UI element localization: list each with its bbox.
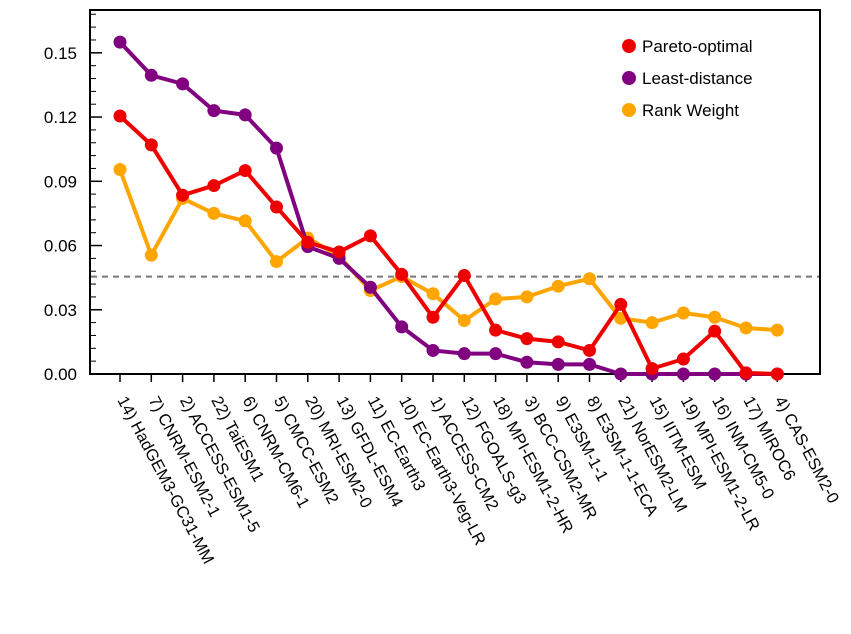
data-point: [332, 245, 346, 259]
data-point: [457, 313, 471, 327]
series-layer: [113, 35, 784, 381]
data-point: [144, 68, 158, 82]
data-point: [676, 367, 690, 381]
data-point: [395, 267, 409, 281]
data-point: [238, 214, 252, 228]
y-tick-label: 0.09: [44, 172, 77, 191]
data-point: [489, 292, 503, 306]
data-point: [645, 316, 659, 330]
data-point: [770, 367, 784, 381]
data-point: [363, 229, 377, 243]
data-point: [270, 255, 283, 269]
data-point: [739, 321, 753, 335]
series-line: [118, 168, 778, 333]
data-point: [238, 108, 252, 122]
data-point: [645, 362, 659, 376]
series-line: [118, 114, 778, 376]
data-point: [708, 310, 722, 324]
data-point: [426, 310, 440, 324]
series-pareto-optimal: [113, 109, 784, 381]
data-point: [551, 335, 565, 349]
data-point: [583, 343, 596, 357]
data-point: [144, 248, 158, 262]
legend-marker: [622, 39, 636, 53]
data-point: [583, 272, 596, 286]
data-point: [489, 323, 503, 337]
data-point: [207, 179, 221, 193]
data-point: [113, 163, 127, 177]
data-point: [113, 109, 127, 123]
series-least-distance: [113, 35, 784, 381]
data-point: [520, 355, 534, 369]
y-tick-label: 0.06: [44, 237, 77, 256]
legend-label: Least-distance: [642, 69, 753, 88]
data-point: [551, 279, 565, 293]
legend-label: Rank Weight: [642, 101, 739, 120]
legend-marker: [622, 103, 636, 117]
x-axis: 14) HadGEM3-GC31-MM7) CNRM-ESM2-12) ACCE…: [113, 374, 842, 567]
data-point: [426, 287, 440, 301]
data-point: [113, 35, 127, 49]
y-tick-label: 0.03: [44, 301, 77, 320]
series-line: [118, 40, 778, 376]
y-tick-label: 0.00: [44, 365, 77, 384]
data-point: [270, 200, 283, 214]
data-point: [207, 206, 221, 220]
y-axis: 0.00 0.03 0.06 0.09 0.12 0.15: [44, 13, 102, 384]
data-point: [770, 323, 784, 337]
data-point: [176, 77, 190, 91]
series-rank-weight: [113, 163, 784, 337]
data-point: [395, 320, 409, 334]
data-point: [708, 324, 722, 338]
legend-label: Pareto-optimal: [642, 37, 753, 56]
data-point: [270, 141, 283, 155]
legend-marker: [622, 71, 636, 85]
data-point: [457, 347, 471, 361]
data-point: [676, 352, 690, 366]
data-point: [614, 297, 628, 311]
data-point: [551, 357, 565, 371]
data-point: [708, 367, 722, 381]
data-point: [301, 235, 315, 249]
data-point: [363, 280, 377, 294]
y-tick-label: 0.12: [44, 108, 77, 127]
data-point: [739, 366, 753, 380]
data-point: [489, 347, 503, 361]
data-point: [520, 290, 534, 304]
data-point: [176, 188, 190, 202]
data-point: [583, 357, 596, 371]
data-point: [238, 164, 252, 178]
data-point: [520, 332, 534, 346]
data-point: [457, 269, 471, 283]
legend: Pareto-optimal Least-distance Rank Weight: [622, 37, 753, 120]
data-point: [426, 343, 440, 357]
data-point: [144, 138, 158, 152]
y-tick-label: 0.15: [44, 44, 77, 63]
data-point: [676, 306, 690, 320]
data-point: [207, 104, 221, 118]
plot-frame: [89, 9, 821, 375]
data-point: [614, 367, 628, 381]
